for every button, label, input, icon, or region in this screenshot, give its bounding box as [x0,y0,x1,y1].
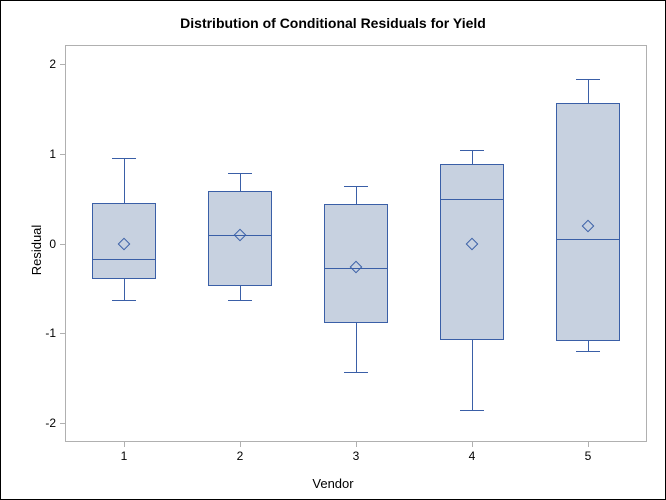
whisker-lower [124,279,125,300]
plot-area: -2-101212345 [66,46,646,441]
y-tick [60,244,66,245]
x-tick-label: 2 [237,449,244,463]
y-tick-label: 2 [26,57,56,71]
y-tick [60,333,66,334]
median-line [556,239,620,240]
whisker-cap-lower [460,410,483,411]
whisker-upper [588,79,589,102]
y-tick [60,64,66,65]
whisker-cap-upper [112,158,135,159]
whisker-lower [240,286,241,300]
whisker-cap-upper [344,186,367,187]
whisker-lower [472,340,473,411]
x-tick [356,441,357,447]
y-tick [60,423,66,424]
whisker-lower [356,323,357,371]
x-tick [588,441,589,447]
box [440,164,504,340]
y-tick-label: -1 [26,326,56,340]
y-tick-label: -2 [26,416,56,430]
median-line [92,259,156,260]
x-tick-label: 1 [121,449,128,463]
whisker-cap-upper [576,79,599,80]
whisker-cap-upper [228,173,251,174]
x-tick [472,441,473,447]
median-line [440,199,504,200]
x-tick-label: 3 [353,449,360,463]
whisker-cap-lower [576,351,599,352]
whisker-upper [124,158,125,203]
whisker-cap-upper [460,150,483,151]
x-tick-label: 4 [469,449,476,463]
whisker-cap-lower [344,372,367,373]
y-tick-label: 1 [26,147,56,161]
whisker-upper [472,150,473,163]
x-tick [124,441,125,447]
y-tick [60,154,66,155]
y-tick-label: 0 [26,237,56,251]
whisker-upper [356,186,357,204]
x-tick [240,441,241,447]
whisker-upper [240,173,241,191]
chart-frame: Distribution of Conditional Residuals fo… [0,0,666,500]
chart-title: Distribution of Conditional Residuals fo… [1,15,665,31]
whisker-cap-lower [228,300,251,301]
whisker-cap-lower [112,300,135,301]
x-tick-label: 5 [585,449,592,463]
x-axis-label: Vendor [1,476,665,491]
whisker-lower [588,341,589,351]
